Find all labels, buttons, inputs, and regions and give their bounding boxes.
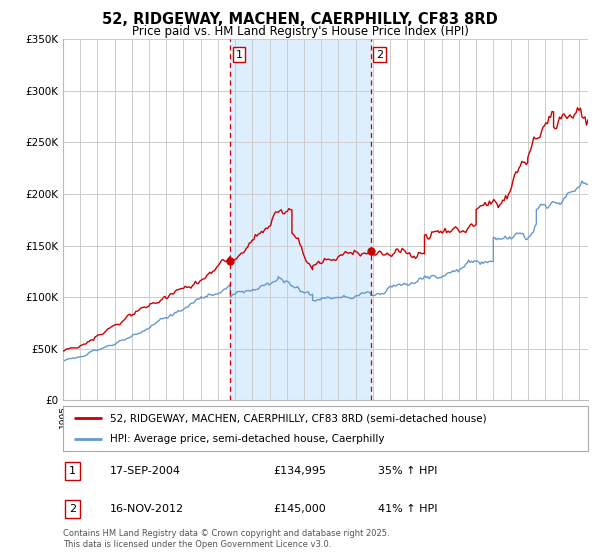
- Text: 2: 2: [69, 504, 76, 514]
- Text: 35% ↑ HPI: 35% ↑ HPI: [378, 466, 437, 476]
- Text: 2: 2: [376, 49, 383, 59]
- Text: 16-NOV-2012: 16-NOV-2012: [110, 504, 184, 514]
- Bar: [230, 39, 371, 400]
- Text: £145,000: £145,000: [273, 504, 326, 514]
- Text: Price paid vs. HM Land Registry's House Price Index (HPI): Price paid vs. HM Land Registry's House …: [131, 25, 469, 38]
- Text: 52, RIDGEWAY, MACHEN, CAERPHILLY, CF83 8RD: 52, RIDGEWAY, MACHEN, CAERPHILLY, CF83 8…: [102, 12, 498, 27]
- Text: 17-SEP-2004: 17-SEP-2004: [110, 466, 181, 476]
- Text: 52, RIDGEWAY, MACHEN, CAERPHILLY, CF83 8RD (semi-detached house): 52, RIDGEWAY, MACHEN, CAERPHILLY, CF83 8…: [110, 413, 487, 423]
- Text: 41% ↑ HPI: 41% ↑ HPI: [378, 504, 437, 514]
- Text: 1: 1: [69, 466, 76, 476]
- Text: HPI: Average price, semi-detached house, Caerphilly: HPI: Average price, semi-detached house,…: [110, 433, 385, 444]
- Text: Contains HM Land Registry data © Crown copyright and database right 2025.
This d: Contains HM Land Registry data © Crown c…: [63, 529, 389, 549]
- Text: 1: 1: [235, 49, 242, 59]
- Text: £134,995: £134,995: [273, 466, 326, 476]
